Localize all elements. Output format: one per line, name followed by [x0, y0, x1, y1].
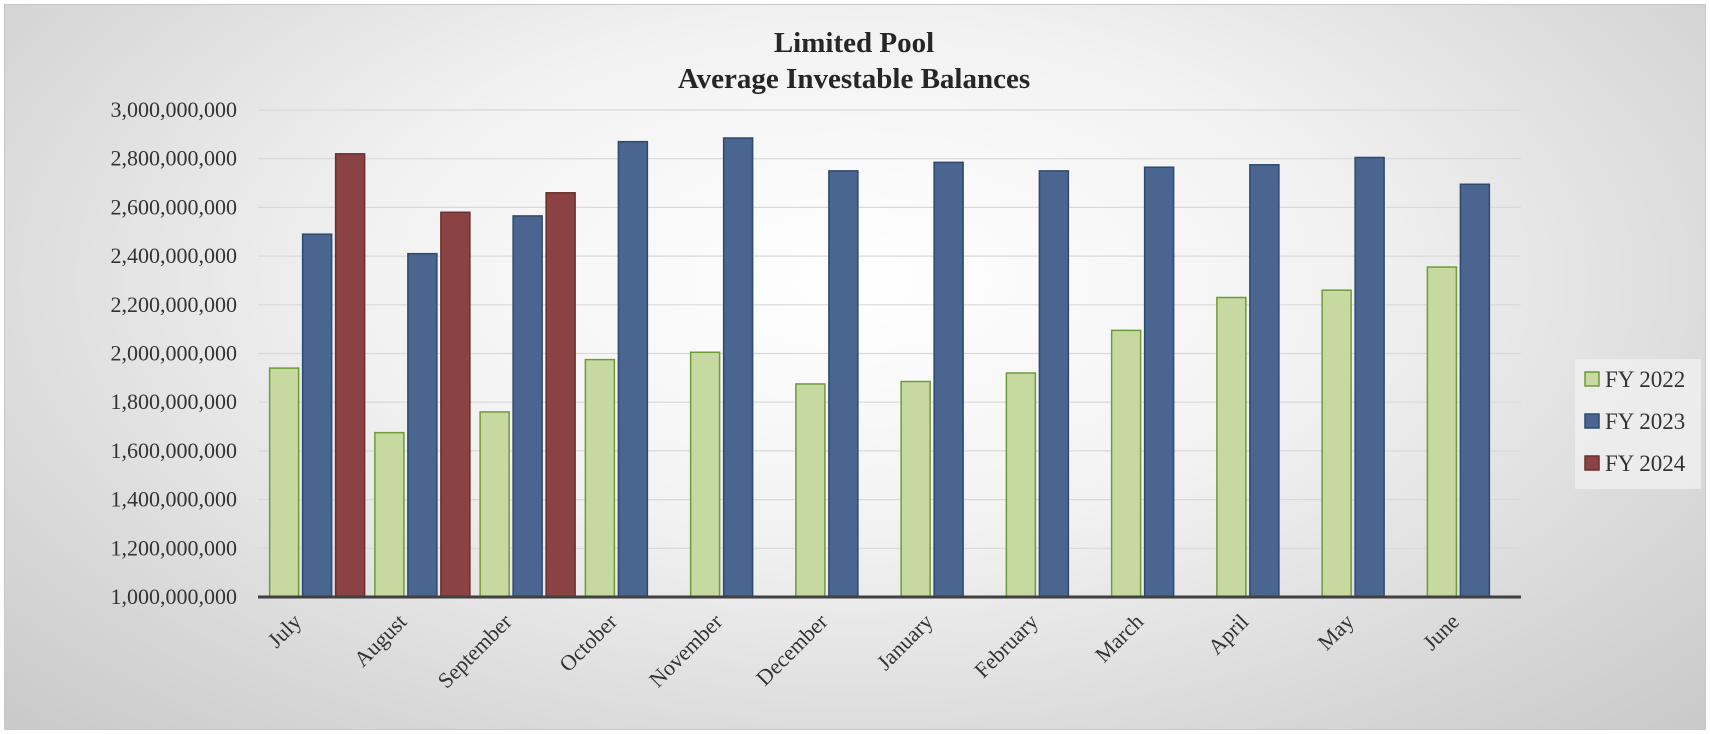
- bar-fy-2024-august: [440, 211, 471, 598]
- bar-fy-2023-may: [1354, 156, 1385, 598]
- bars: [268, 137, 1491, 598]
- x-tick-label: October: [554, 608, 622, 676]
- y-tick-label: 1,200,000,000: [111, 535, 238, 560]
- y-tick-label: 2,800,000,000: [111, 146, 238, 171]
- legend-swatch: [1584, 371, 1600, 387]
- bar-fy-2022-october: [584, 358, 616, 598]
- x-tick-label: May: [1312, 609, 1358, 655]
- x-tick-labels: July August September October November Decemb…: [263, 608, 1464, 693]
- y-tick-label: 2,400,000,000: [111, 243, 238, 268]
- x-tick-label: December: [751, 608, 833, 690]
- bar-fy-2022-december: [795, 383, 826, 598]
- legend-label: FY 2023: [1605, 409, 1685, 434]
- bar-fy-2022-february: [1005, 372, 1037, 598]
- x-tick-label: August: [349, 609, 412, 672]
- y-tick-label: 2,600,000,000: [111, 194, 238, 219]
- bar-fy-2023-january: [933, 161, 964, 598]
- bar-fy-2022-august: [374, 431, 405, 598]
- bar-fy-2023-june: [1459, 183, 1491, 598]
- bar-fy-2022-november: [689, 351, 721, 598]
- x-tick-label: April: [1203, 609, 1254, 660]
- y-tick-label: 1,000,000,000: [111, 584, 238, 609]
- chart-svg: Limited Pool Average Investable Balances…: [111, 27, 1701, 693]
- chart-title-group: Limited Pool Average Investable Balances: [678, 27, 1030, 95]
- bar-fy-2023-february: [1038, 170, 1070, 598]
- bar-fy-2023-september: [512, 215, 543, 598]
- y-tick-label: 1,400,000,000: [111, 487, 238, 512]
- bar-fy-2024-july: [334, 153, 366, 598]
- bar-fy-2024-september: [545, 192, 576, 598]
- y-tick-label: 3,000,000,000: [111, 97, 238, 122]
- bar-fy-2022-may: [1321, 289, 1352, 598]
- chart-title: Limited Pool: [774, 27, 934, 59]
- bar-fy-2023-april: [1249, 164, 1280, 598]
- legend-swatch: [1584, 413, 1600, 429]
- bar-fy-2022-june: [1426, 266, 1458, 598]
- bar-fy-2022-march: [1110, 329, 1142, 598]
- bar-fy-2022-april: [1216, 296, 1247, 598]
- chart-subtitle: Average Investable Balances: [678, 63, 1030, 95]
- legend-swatch: [1584, 455, 1600, 471]
- y-tick-labels: 1,000,000,000 1,200,000,000 1,400,000,000 1…: [111, 97, 238, 609]
- bar-fy-2022-july: [268, 367, 300, 598]
- x-tick-label: July: [263, 609, 307, 653]
- bar-fy-2023-november: [722, 137, 754, 598]
- x-tick-label: September: [432, 608, 517, 693]
- bar-fy-2023-march: [1143, 166, 1175, 598]
- y-tick-label: 1,800,000,000: [111, 389, 238, 414]
- bar-fy-2022-september: [479, 411, 510, 598]
- x-tick-label: November: [644, 608, 728, 692]
- x-tick-label: January: [872, 609, 938, 675]
- y-tick-label: 2,000,000,000: [111, 341, 238, 366]
- legend-label: FY 2022: [1605, 367, 1685, 392]
- x-tick-label: June: [1418, 609, 1464, 655]
- y-tick-label: 2,200,000,000: [111, 292, 238, 317]
- legend-label: FY 2024: [1605, 451, 1686, 476]
- bar-fy-2023-october: [617, 140, 649, 598]
- x-tick-label: March: [1090, 609, 1148, 667]
- bar-fy-2023-august: [407, 252, 438, 598]
- y-tick-label: 1,600,000,000: [111, 438, 238, 463]
- bar-fy-2023-december: [828, 170, 859, 598]
- bar-fy-2022-january: [900, 380, 931, 598]
- bar-fy-2023-july: [301, 233, 333, 598]
- chart-area: Limited Pool Average Investable Balances…: [4, 4, 1706, 730]
- x-tick-label: February: [969, 609, 1043, 683]
- legend: FY 2022 FY 2023 FY 2024: [1575, 359, 1701, 489]
